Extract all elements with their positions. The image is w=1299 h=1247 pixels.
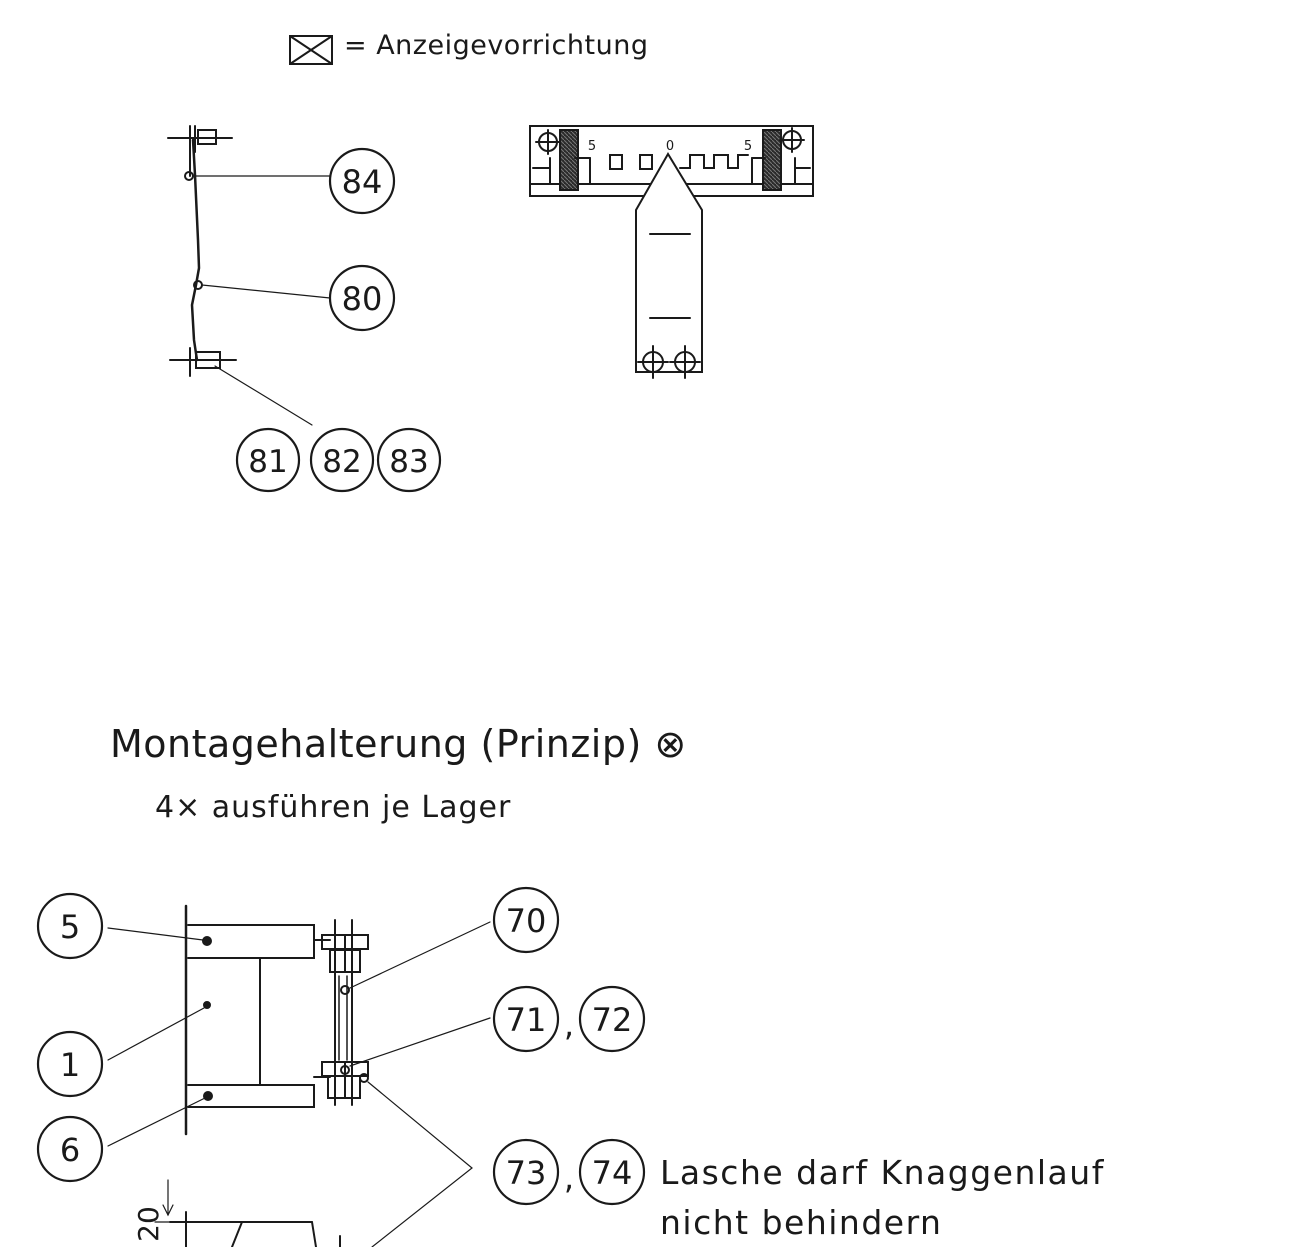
page-title: Montagehalterung (Prinzip) ⊗ — [110, 722, 687, 766]
label-1: 1 — [60, 1046, 80, 1084]
label-73: 73 — [506, 1154, 547, 1192]
balloon-72 — [578, 985, 646, 1053]
balloon-81 — [235, 427, 301, 493]
wire-assembly — [167, 125, 331, 426]
label-6: 6 — [60, 1131, 80, 1169]
balloon-74 — [578, 1138, 646, 1206]
balloon-82 — [309, 427, 375, 493]
label-5: 5 — [60, 908, 80, 946]
legend-text: = Anzeigevorrichtung — [344, 30, 649, 61]
balloon-73 — [492, 1138, 560, 1206]
label-70: 70 — [506, 902, 547, 940]
circled-times-icon: ⊗ — [654, 722, 687, 766]
balloon-6 — [36, 1115, 104, 1183]
separator-73-74: , — [564, 1159, 574, 1197]
label-83: 83 — [389, 444, 428, 480]
note-line-1: Lasche darf Knaggenlauf — [660, 1153, 1105, 1192]
note-line-2: nicht behindern — [660, 1203, 943, 1242]
balloon-84 — [328, 147, 396, 215]
dimension-label: 20 — [132, 1206, 165, 1242]
label-71: 71 — [506, 1001, 547, 1039]
label-82: 82 — [322, 444, 361, 480]
page-title-text: Montagehalterung (Prinzip) — [110, 722, 642, 766]
balloon-80 — [328, 264, 396, 332]
crossed-box-icon — [289, 35, 333, 65]
label-84: 84 — [342, 163, 383, 201]
scale-center: 0 — [666, 139, 674, 154]
scale-right: 5 — [744, 139, 752, 154]
balloon-83 — [376, 427, 442, 493]
mounting-bracket — [107, 904, 491, 1247]
balloon-5 — [36, 892, 104, 960]
balloon-70 — [492, 886, 560, 954]
label-80: 80 — [342, 280, 383, 318]
scale-left: 5 — [588, 139, 596, 154]
label-74: 74 — [592, 1154, 633, 1192]
balloon-71 — [492, 985, 560, 1053]
label-72: 72 — [592, 1001, 633, 1039]
label-81: 81 — [248, 444, 287, 480]
subtitle: 4× ausführen je Lager — [155, 790, 512, 825]
indicator-scale — [529, 125, 814, 379]
separator-71-72: , — [564, 1006, 574, 1044]
balloon-1 — [36, 1030, 104, 1098]
